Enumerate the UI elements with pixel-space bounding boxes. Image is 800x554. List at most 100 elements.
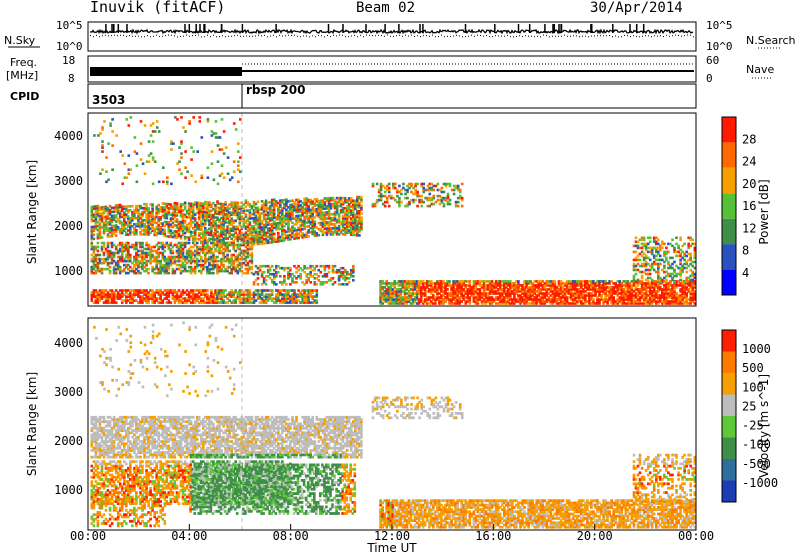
heatmap-cell: [179, 227, 183, 230]
heatmap-cell: [323, 213, 327, 216]
heatmap-cell: [177, 247, 181, 251]
heatmap-cell: [151, 259, 154, 263]
heatmap-cell: [270, 230, 274, 234]
heatmap-cell: [90, 269, 94, 273]
heatmap-cell: [289, 237, 292, 241]
heatmap-cell: [272, 216, 276, 220]
heatmap-cell: [165, 243, 169, 247]
heatmap-cell: [327, 221, 331, 224]
heatmap-cell: [200, 204, 203, 207]
heatmap-cell: [236, 237, 240, 241]
heatmap-cell: [309, 210, 312, 214]
heatmap-cell: [98, 259, 102, 263]
heatmap-cell: [291, 235, 294, 239]
heatmap-cell: [275, 228, 278, 231]
heatmap-cell: [137, 301, 140, 304]
heatmap-cell: [270, 232, 274, 236]
heatmap-cell: [187, 226, 191, 229]
heatmap-cell: [108, 297, 112, 300]
heatmap-cell: [268, 213, 272, 216]
heatmap-cell: [116, 210, 120, 213]
heatmap-cell: [104, 217, 108, 221]
heatmap-cell: [352, 270, 355, 274]
heatmap-cell: [250, 245, 254, 249]
heatmap-cell: [147, 247, 150, 251]
heatmap-cell: [98, 222, 102, 226]
heatmap-cell: [145, 225, 148, 228]
heatmap-cell: [167, 295, 171, 298]
heatmap-cell: [262, 209, 266, 213]
heatmap-cell: [185, 236, 189, 239]
heatmap-cell: [264, 235, 268, 239]
heatmap-cell: [131, 297, 134, 300]
heatmap-cell: [305, 231, 308, 234]
heatmap-cell: [295, 222, 298, 226]
heatmap-cell: [90, 209, 94, 213]
heatmap-cell: [106, 261, 110, 265]
heatmap-cell: [116, 267, 120, 271]
heatmap-cell: [143, 261, 146, 265]
heatmap-cell: [206, 209, 209, 212]
heatmap-cell: [321, 219, 325, 223]
heatmap-cell: [244, 235, 248, 239]
heatmap-cell: [165, 297, 169, 300]
heatmap-cell: [295, 230, 298, 234]
heatmap-cell: [250, 247, 254, 251]
heatmap-cell: [189, 222, 193, 226]
heatmap-cell: [157, 293, 160, 296]
heatmap-cell: [135, 231, 138, 234]
heatmap-cell: [220, 261, 223, 265]
heatmap-cell: [137, 241, 140, 245]
heatmap-cell: [125, 227, 128, 230]
heatmap-cell: [256, 224, 260, 228]
heatmap-cell: [110, 218, 114, 222]
heatmap-cell: [244, 233, 248, 237]
heatmap-cell: [179, 210, 183, 214]
heatmap-cell: [238, 207, 242, 211]
heatmap-cell: [167, 255, 171, 259]
heatmap-cell: [191, 289, 195, 292]
heatmap-cell: [230, 261, 233, 265]
heatmap-cell: [214, 241, 217, 245]
heatmap-cell: [226, 221, 229, 224]
heatmap-cell: [169, 207, 173, 210]
heatmap-cell: [236, 247, 240, 251]
heatmap-cell: [127, 293, 130, 296]
heatmap-cell: [185, 228, 189, 231]
heatmap-cell: [256, 240, 260, 244]
heatmap-cell: [212, 236, 215, 239]
heatmap-cell: [94, 215, 98, 218]
heatmap-cell: [246, 241, 250, 245]
heatmap-cell: [112, 253, 116, 257]
heatmap-cell: [163, 297, 167, 300]
heatmap-cell: [135, 263, 138, 267]
heatmap-cell: [129, 269, 132, 273]
heatmap-cell: [295, 232, 298, 236]
heatmap-cell: [234, 209, 237, 213]
heatmap-cell: [262, 232, 266, 235]
heatmap-cell: [206, 247, 209, 251]
heatmap-cell: [106, 291, 110, 294]
heatmap-cell: [133, 216, 136, 220]
heatmap-cell: [125, 249, 128, 253]
heatmap-cell: [204, 293, 207, 296]
heatmap-cell: [169, 205, 173, 208]
heatmap-cell: [218, 247, 221, 251]
heatmap-cell: [236, 217, 240, 221]
heatmap-cell: [212, 295, 215, 298]
heatmap-cell: [258, 224, 262, 227]
heatmap-cell: [341, 200, 345, 204]
heatmap-cell: [90, 205, 94, 209]
heatmap-cell: [173, 269, 177, 273]
heatmap-cell: [315, 197, 319, 201]
heatmap-cell: [161, 228, 165, 231]
heatmap-cell: [143, 227, 146, 230]
heatmap-cell: [260, 275, 264, 278]
heatmap-cell: [224, 221, 227, 224]
heatmap-cell: [118, 229, 122, 233]
heatmap-cell: [279, 223, 282, 227]
heatmap-cell: [283, 214, 286, 218]
heatmap-cell: [234, 211, 237, 215]
heatmap-cell: [133, 214, 136, 218]
heatmap-cell: [171, 235, 175, 239]
